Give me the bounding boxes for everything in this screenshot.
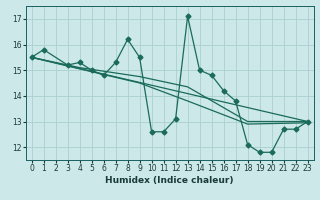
X-axis label: Humidex (Indice chaleur): Humidex (Indice chaleur) [105,176,234,185]
